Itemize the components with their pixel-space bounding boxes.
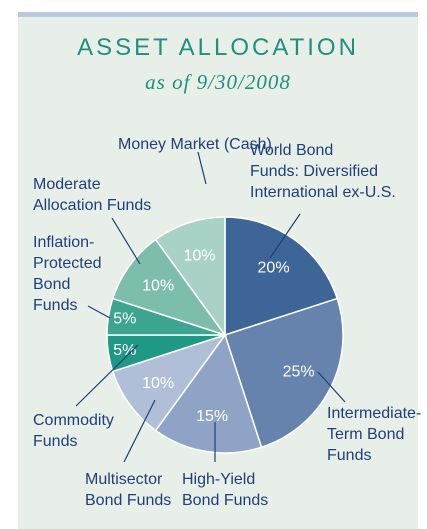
pie-slice xyxy=(154,216,226,338)
leader-line xyxy=(197,151,207,185)
slice-label: Moderate Allocation Funds xyxy=(33,176,152,214)
value-label: 10% xyxy=(142,375,174,392)
value-label: 5% xyxy=(113,342,136,359)
slice-label: Money Market (Cash) xyxy=(118,136,272,153)
chart-subtitle: as of 9/30/2008 xyxy=(145,70,291,94)
pie-slice xyxy=(111,333,227,432)
leader-line xyxy=(111,217,141,265)
pie-slice xyxy=(154,333,263,454)
value-label: 5% xyxy=(113,310,136,327)
leader-line xyxy=(75,344,139,407)
leader-line xyxy=(87,305,111,319)
slice-label: Multisector Bond Funds xyxy=(85,471,172,509)
slice-label: World Bond Funds: Diversified Internatio… xyxy=(250,142,396,201)
value-label: 10% xyxy=(142,278,174,295)
leader-lines xyxy=(75,151,346,463)
pie-slice xyxy=(224,297,344,449)
slice-label: Inflation- Protected Bond Funds xyxy=(33,234,102,314)
value-label: 15% xyxy=(196,408,228,425)
chart-title: ASSET ALLOCATION xyxy=(77,34,359,61)
leader-line xyxy=(123,399,156,463)
pie-slice xyxy=(111,238,227,337)
leader-line xyxy=(317,371,346,403)
value-label: 10% xyxy=(183,248,215,265)
leader-line xyxy=(269,213,301,259)
value-label: 25% xyxy=(283,364,315,381)
pie-slice xyxy=(224,216,339,337)
slice-label: Intermediate- Term Bond Funds xyxy=(327,405,422,464)
slice-label: Commodity Funds xyxy=(33,412,114,450)
slice-label: High-Yield Bond Funds xyxy=(182,471,269,509)
value-label: 20% xyxy=(258,259,290,276)
